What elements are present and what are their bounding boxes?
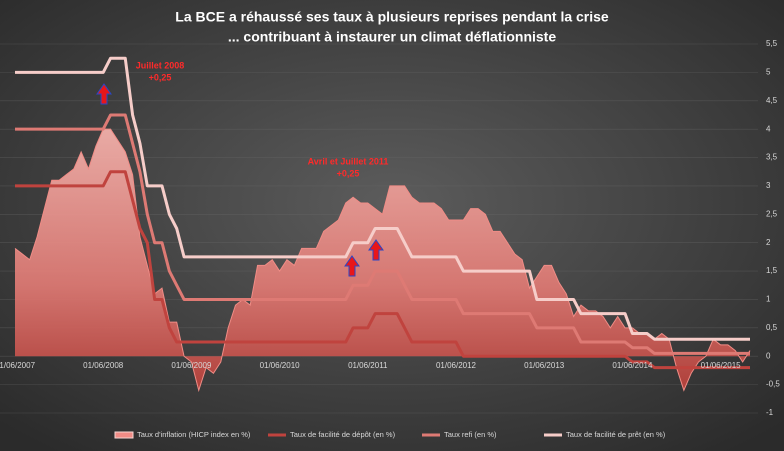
y-tick-label: 4 xyxy=(766,124,771,133)
arrows xyxy=(96,83,384,277)
x-tick-label: 01/06/2014 xyxy=(612,361,653,370)
annotation: +0,25 xyxy=(337,168,360,178)
legend-label: Taux de facilité de dépôt (en %) xyxy=(290,430,396,439)
chart-subtitle: ... contribuant à instaurer un climat dé… xyxy=(228,29,556,45)
y-tick-label: 5 xyxy=(766,67,771,76)
annotation: Juillet 2008 xyxy=(136,60,185,70)
y-tick-label: 1 xyxy=(766,295,771,304)
rate-line xyxy=(15,113,750,355)
x-tick-label: 01/06/2008 xyxy=(83,361,124,370)
legend-label: Taux d'inflation (HICP index en %) xyxy=(137,430,251,439)
x-tick-label: 01/06/2009 xyxy=(171,361,212,370)
area-fill xyxy=(15,129,750,391)
rate-line xyxy=(15,170,750,370)
legend-swatch xyxy=(114,431,134,439)
y-tick-label: 5,5 xyxy=(766,39,778,48)
x-tick-label: 01/06/2015 xyxy=(701,361,742,370)
annotation: Avril et Juillet 2011 xyxy=(308,156,389,166)
legend-label: Taux de facilité de prêt (en %) xyxy=(566,430,666,439)
legend-label: Taux refi (en %) xyxy=(444,430,497,439)
x-tick-label: 01/06/2011 xyxy=(348,361,388,370)
y-tick-label: -0,5 xyxy=(766,380,780,389)
y-tick-label: 2,5 xyxy=(766,209,778,218)
x-tick-label: 01/06/2010 xyxy=(260,361,301,370)
y-tick-label: 0 xyxy=(766,351,771,360)
up-arrow xyxy=(344,255,360,277)
y-tick-label: 1,5 xyxy=(766,266,778,275)
x-tick-label: 01/06/2012 xyxy=(436,361,477,370)
x-tick-label: 01/06/2007 xyxy=(0,361,36,370)
y-tick-label: 2 xyxy=(766,238,771,247)
up-arrow xyxy=(368,239,384,261)
y-tick-label: -1 xyxy=(766,408,774,417)
annotation: +0,25 xyxy=(149,72,172,82)
up-arrow xyxy=(96,83,112,105)
x-tick-label: 01/06/2013 xyxy=(524,361,565,370)
y-tick-label: 0,5 xyxy=(766,323,778,332)
chart-title: La BCE a réhaussé ses taux à plusieurs r… xyxy=(175,9,609,25)
y-tick-label: 3,5 xyxy=(766,153,778,162)
rate-line xyxy=(15,56,750,341)
y-tick-label: 4,5 xyxy=(766,96,778,105)
y-tick-label: 3 xyxy=(766,181,771,190)
